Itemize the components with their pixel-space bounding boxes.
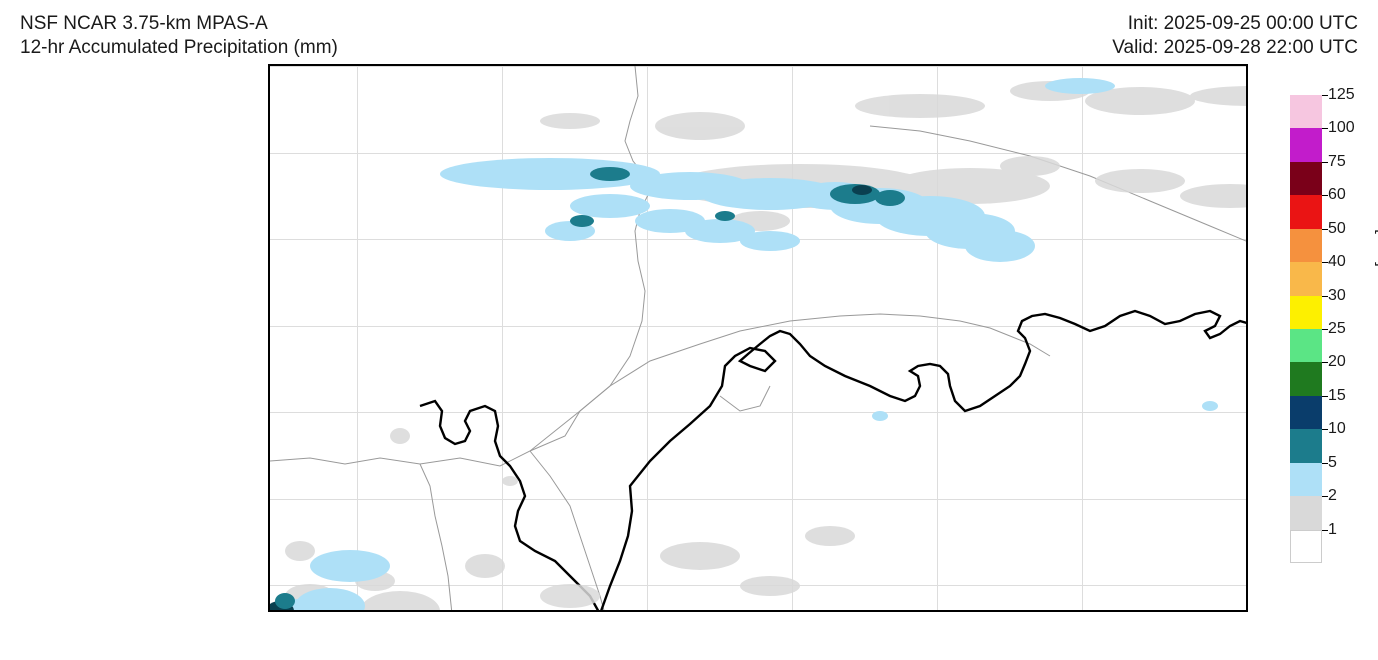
precipitation-map[interactable]: 52.5°N 51°N 49.5°N 48°N 46.5°N 45°N 43.5… [268,64,1248,612]
colorbar-tick-25: 25 [1328,320,1346,338]
weather-map-screenshot: NSF NCAR 3.75-km MPAS-A 12-hr Accumulate… [0,0,1378,660]
colorbar-unit-label: [mm] [1372,229,1378,267]
colorbar-tick-75: 75 [1328,153,1346,171]
colorbar-segment-40 [1290,262,1322,296]
colorbar-segment-2 [1290,496,1322,530]
thin-country-borders [270,66,1248,612]
header-valid-label: Valid: 2025-09-28 22:00 UTC [1112,36,1358,60]
header-title-line2: 12-hr Accumulated Precipitation (mm) [20,36,338,60]
precip-gray-trace [272,81,1248,612]
colorbar-segment-50 [1290,229,1322,262]
colorbar-tick-5: 5 [1328,454,1337,472]
colorbar-segment-60 [1290,195,1322,229]
colorbar-tick-40: 40 [1328,253,1346,271]
colorbar-tick-20: 20 [1328,353,1346,371]
colorbar-segment-125 [1290,95,1322,128]
colorbar-segment-10 [1290,429,1322,463]
colorbar-segment-100 [1290,128,1322,162]
colorbar-segment-25 [1290,329,1322,362]
colorbar-segment-20 [1290,362,1322,396]
bold-coastline-borders [420,311,1248,612]
colorbar-tick-2: 2 [1328,487,1337,505]
precip-corner-dense [268,593,295,612]
colorbar-segment-15 [1290,396,1322,429]
colorbar-tick-60: 60 [1328,186,1346,204]
colorbar-segment-75 [1290,162,1322,195]
colorbar-tick-125: 125 [1328,86,1355,104]
colorbar-tick-30: 30 [1328,287,1346,305]
colorbar-tick-10: 10 [1328,420,1346,438]
colorbar-segment-5 [1290,463,1322,496]
header-title-line1: NSF NCAR 3.75-km MPAS-A [20,12,338,36]
map-features-svg [270,66,1248,612]
header-init-label: Init: 2025-09-25 00:00 UTC [1112,12,1358,36]
header-title-block: NSF NCAR 3.75-km MPAS-A 12-hr Accumulate… [20,12,338,60]
colorbar-segment-30 [1290,296,1322,329]
colorbar[interactable]: 125 100 75 60 50 40 30 25 20 15 10 5 2 1 [1290,95,1330,563]
colorbar-segment-1 [1290,530,1322,563]
colorbar-tick-1: 1 [1328,521,1337,539]
precip-darkteal [852,185,872,195]
colorbar-tick-15: 15 [1328,387,1346,405]
colorbar-tick-50: 50 [1328,220,1346,238]
header-time-block: Init: 2025-09-25 00:00 UTC Valid: 2025-0… [1112,12,1358,60]
colorbar-tick-100: 100 [1328,119,1355,137]
